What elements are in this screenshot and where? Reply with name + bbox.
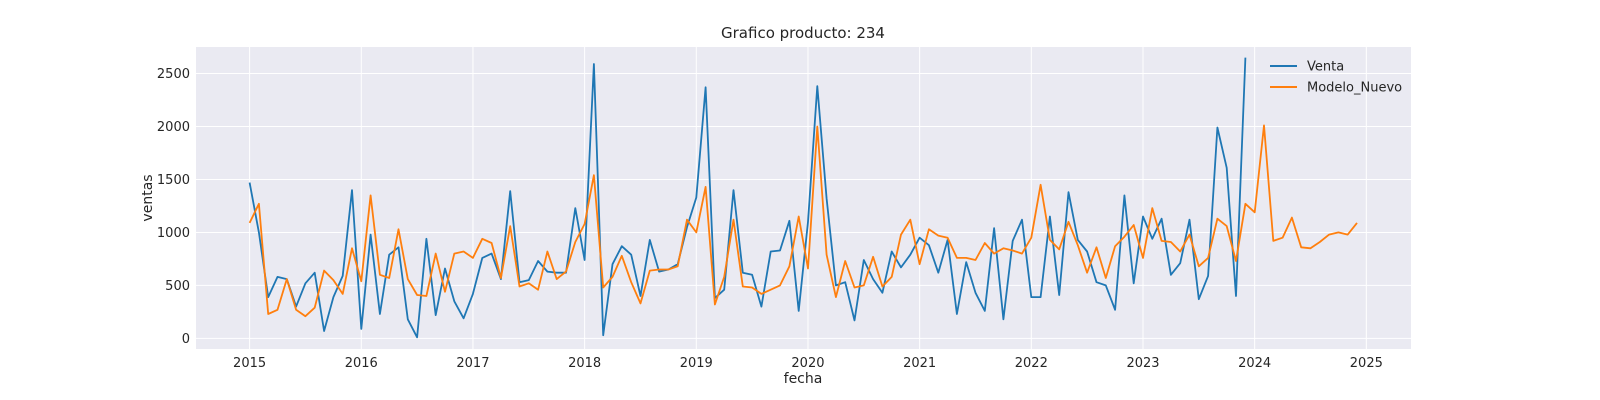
legend-label: Modelo_Nuevo [1307, 81, 1402, 96]
legend: Venta Modelo_Nuevo [1270, 60, 1402, 96]
legend-label: Venta [1307, 60, 1344, 75]
x-tick-label: 2023 [1126, 356, 1159, 371]
x-tick-label: 2021 [903, 356, 936, 371]
x-tick-label: 2015 [233, 356, 266, 371]
chart-title: Grafico producto: 234 [721, 24, 885, 42]
series-line-modelo-nuevo [248, 124, 1358, 318]
x-tick-label: 2022 [1015, 356, 1048, 371]
x-tick-label: 2024 [1238, 356, 1271, 371]
y-tick-label: 1000 [157, 226, 190, 241]
y-ticks: 0 500 1000 1500 2000 2500 [157, 67, 190, 347]
x-tick-label: 2020 [791, 356, 824, 371]
y-tick-label: 0 [182, 332, 190, 347]
x-tick-label: 2017 [456, 356, 489, 371]
x-tick-label: 2025 [1350, 356, 1383, 371]
y-tick-label: 2000 [157, 120, 190, 135]
grid [196, 47, 1411, 349]
y-tick-label: 2500 [157, 67, 190, 82]
series-lines [248, 57, 1358, 339]
plot-area [196, 47, 1411, 349]
x-axis-label: fecha [784, 371, 823, 387]
x-tick-label: 2016 [345, 356, 378, 371]
y-axis-label: ventas [140, 174, 156, 221]
y-tick-label: 500 [165, 279, 190, 294]
x-tick-label: 2019 [680, 356, 713, 371]
x-ticks: 2015 2016 2017 2018 2019 2020 2021 2022 2023 2024… [233, 356, 1383, 371]
y-tick-label: 1500 [157, 173, 190, 188]
series-line-venta [248, 57, 1247, 339]
x-tick-label: 2018 [568, 356, 601, 371]
